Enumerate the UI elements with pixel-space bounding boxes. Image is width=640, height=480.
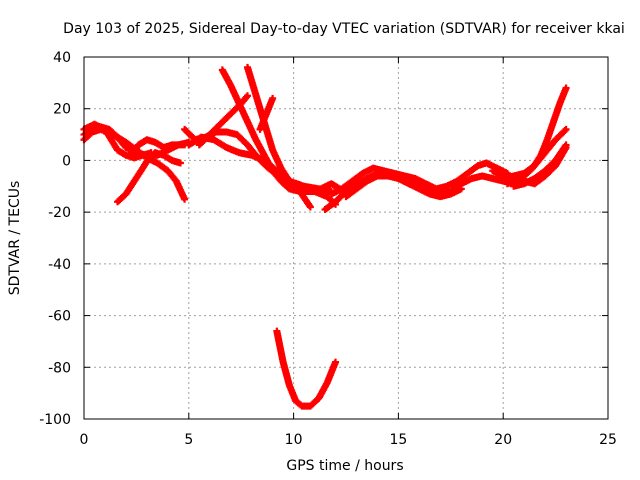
series-arc-12 [273, 327, 340, 410]
x-axis-title: GPS time / hours [286, 458, 403, 474]
x-tick-label: 5 [184, 432, 193, 448]
y-tick-label: 20 [53, 102, 71, 118]
data-point [269, 94, 277, 102]
chart-title: Day 103 of 2025, Sidereal Day-to-day VTE… [63, 21, 625, 37]
y-tick-label: -100 [39, 412, 71, 428]
data-point [332, 358, 340, 366]
x-tick-label: 15 [389, 432, 407, 448]
x-tick-label: 20 [494, 432, 512, 448]
y-tick-label: 0 [62, 153, 71, 169]
data-point [181, 195, 189, 203]
y-tick-label: -20 [48, 205, 71, 221]
y-tick-label: 40 [53, 50, 71, 66]
series-arc-15 [342, 172, 465, 201]
data-point [562, 84, 570, 92]
series-arc-14 [327, 159, 511, 198]
data-points [80, 63, 570, 410]
y-tick-label: -80 [48, 360, 71, 376]
series-arc-5 [126, 136, 189, 159]
data-point [457, 185, 465, 193]
y-tick-label: -40 [48, 257, 71, 273]
data-point [562, 125, 570, 133]
series-arc-19 [489, 144, 570, 188]
x-tick-label: 10 [285, 432, 303, 448]
data-point [306, 203, 314, 211]
data-point [243, 92, 251, 100]
axis-ticks: 0 5 10 15 20 25 -100 -80 -60 -40 -20 0 20 40 [39, 50, 617, 448]
x-tick-label: 25 [599, 432, 617, 448]
series-arc-1 [80, 125, 189, 203]
y-tick-label: -60 [48, 309, 71, 325]
grid [84, 57, 608, 419]
data-point [562, 144, 570, 151]
data-point [561, 127, 569, 135]
series-arc-4 [114, 149, 184, 206]
x-tick-label: 0 [80, 432, 89, 448]
series-arc-11 [256, 94, 277, 133]
plot-frame [83, 56, 609, 420]
y-axis-title: SDTVAR / TECUs [7, 181, 23, 296]
data-point [176, 159, 184, 167]
